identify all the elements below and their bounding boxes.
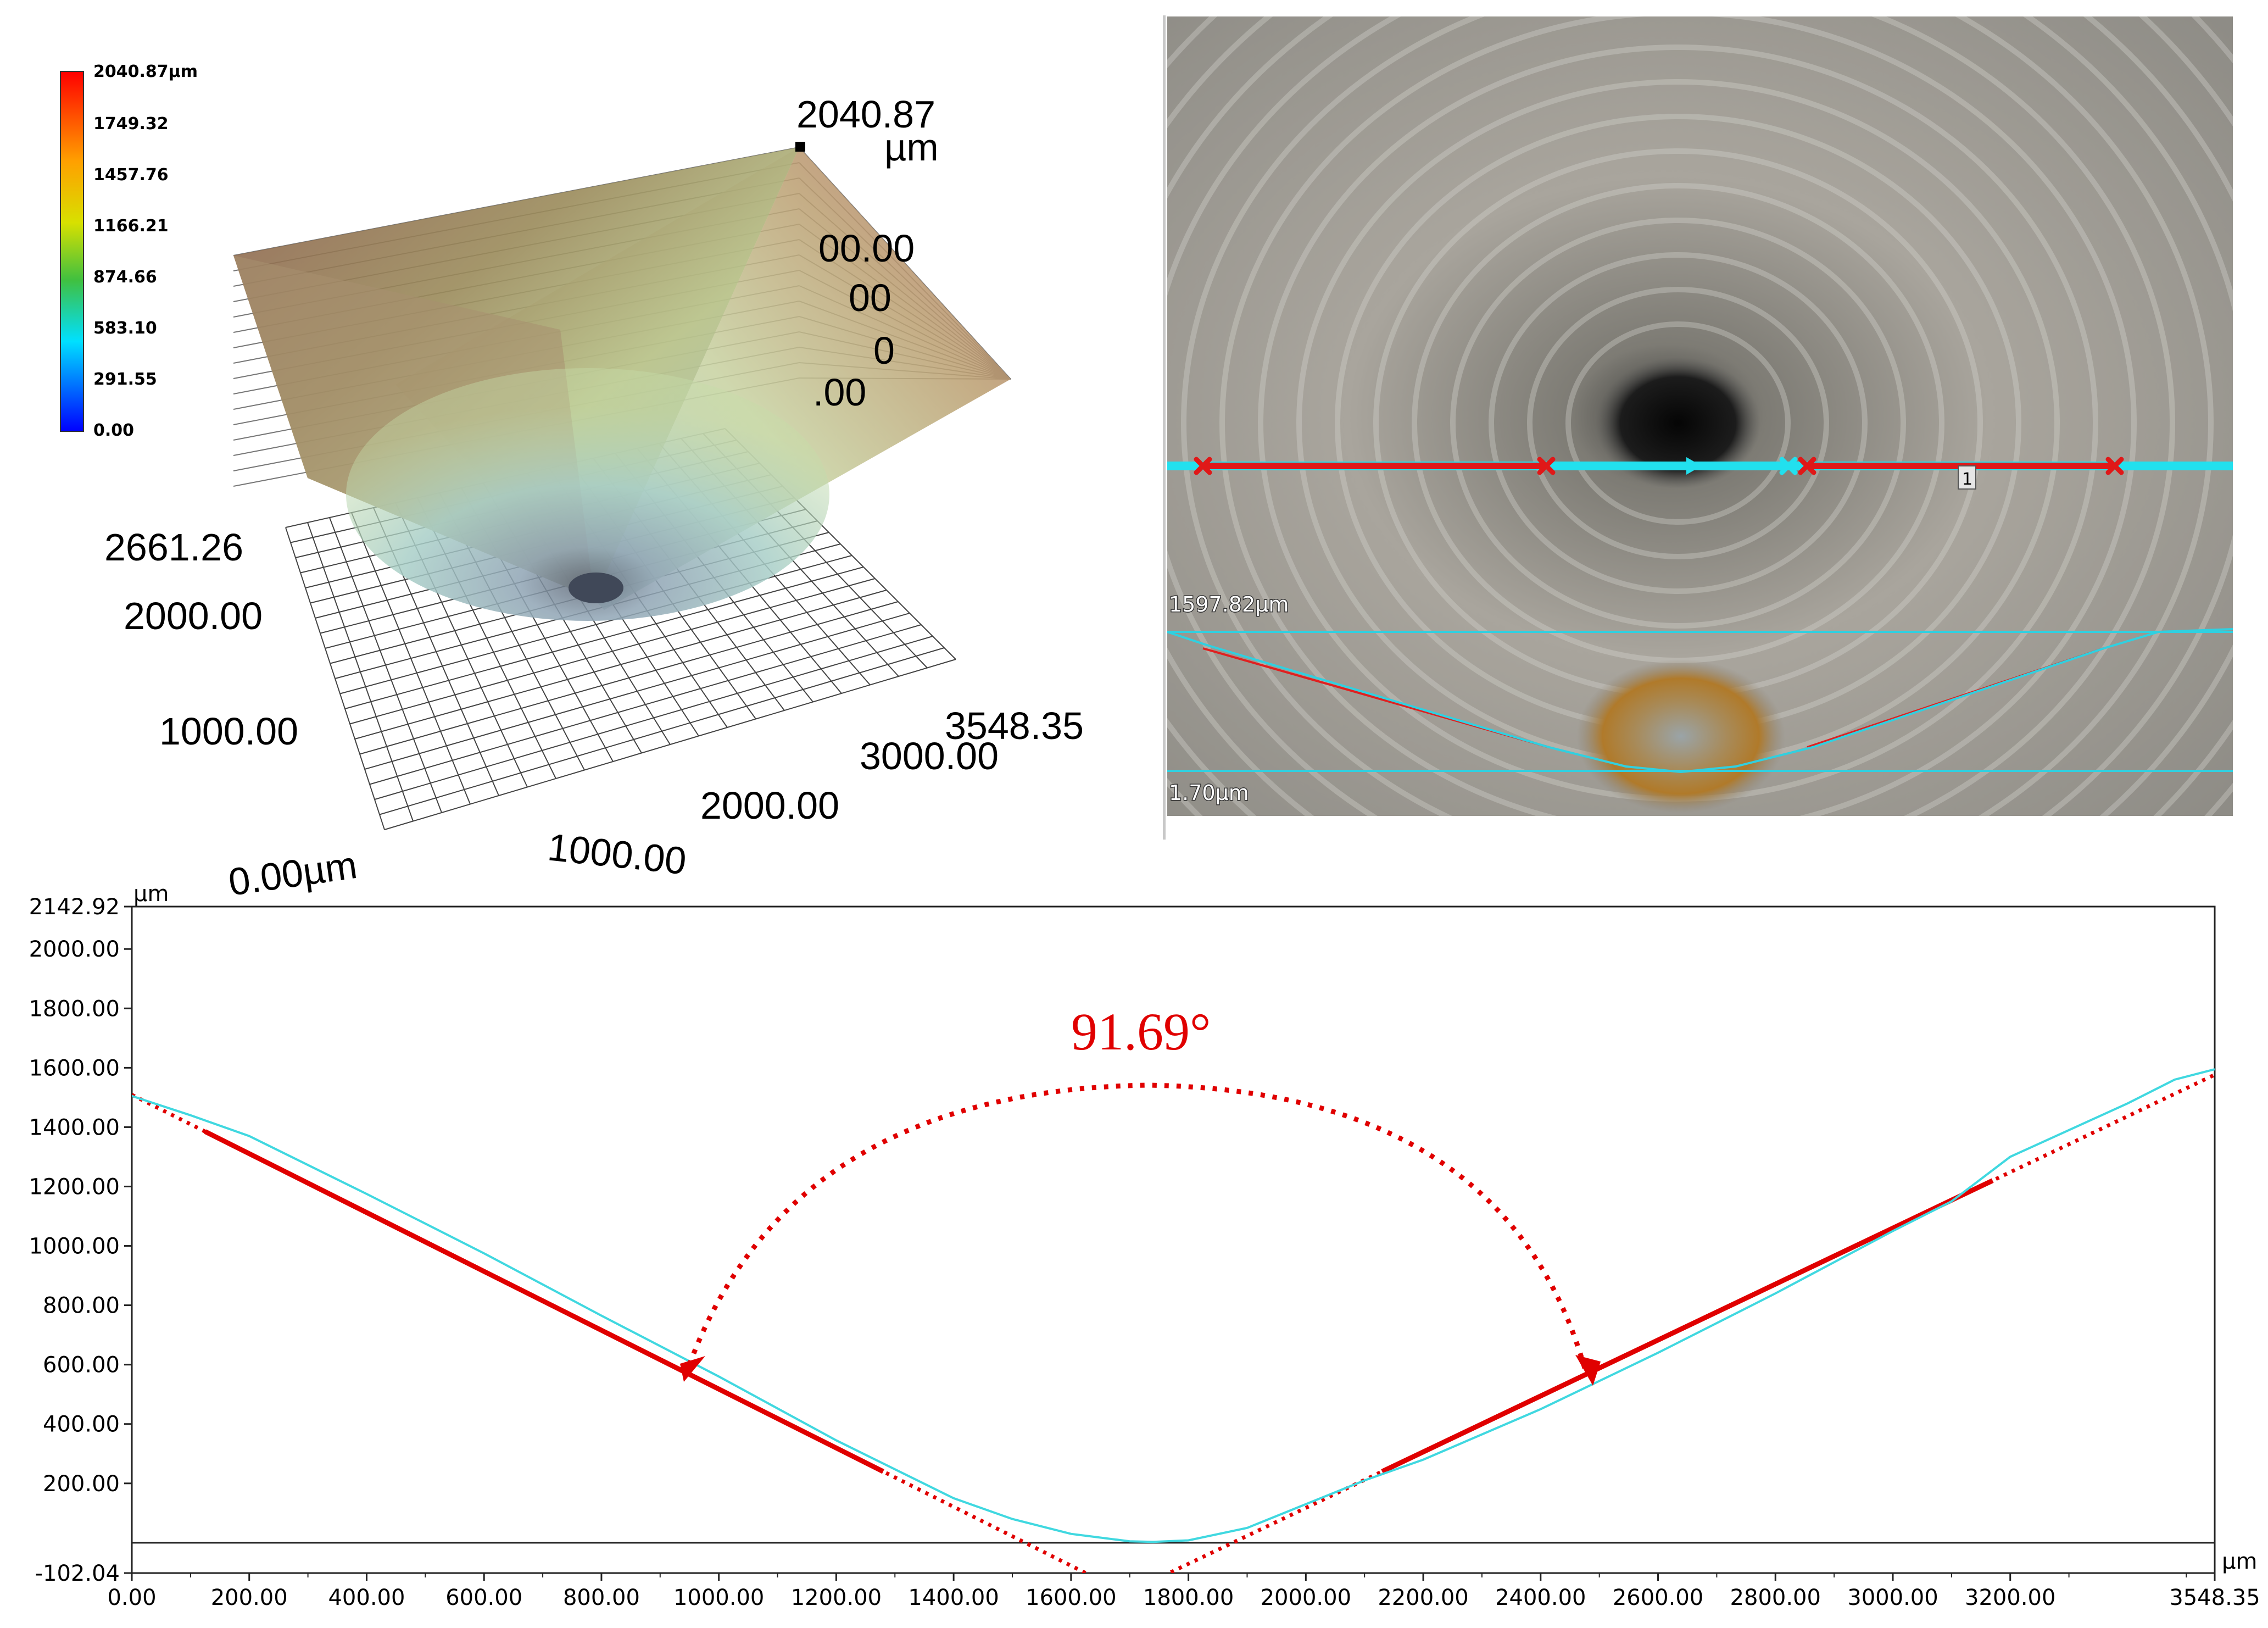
floor-grid-line xyxy=(369,624,922,785)
y-tick-label: 1200.00 xyxy=(29,1174,120,1199)
lower-level-label: 1.70µm xyxy=(1169,781,1249,805)
y-tick-label: 800.00 xyxy=(43,1293,120,1319)
z-axis-label: 00 xyxy=(849,276,891,319)
y-tick-label: 2142.92 xyxy=(29,894,120,920)
surface-bowl xyxy=(346,368,829,621)
x-tick-label: 400.00 xyxy=(328,1585,405,1610)
angle-arrow-right xyxy=(1575,1355,1601,1386)
x-tick-label: 1800.00 xyxy=(1143,1585,1234,1610)
photo-frame xyxy=(1163,15,1166,840)
photo-profile-curve xyxy=(1167,628,2233,774)
x-axis-ticks: 0.00 200.00 400.00 600.00 800.00 1000.00 1200.… xyxy=(107,1573,2260,1610)
peak-marker xyxy=(795,142,805,152)
ring xyxy=(1489,252,1868,594)
colorbar-label: 1457.76 xyxy=(93,165,169,185)
marker-label: 1 xyxy=(1962,470,1972,489)
x-axis-label: 3000.00 xyxy=(860,735,999,777)
y-tick-label: 1600.00 xyxy=(29,1055,120,1081)
y-axis-label: 1000.00 xyxy=(159,710,298,753)
floor-grid-line xyxy=(359,601,899,755)
origin-label: 0.00µm xyxy=(226,843,359,904)
x-tick-label: 0.00 xyxy=(107,1585,156,1610)
fit-lines xyxy=(132,1073,2215,1573)
marker-box xyxy=(1958,465,1976,490)
y-axis-max-label: 2661.26 xyxy=(104,526,243,569)
angle-annotation: 91.69° xyxy=(1071,1002,1211,1061)
x-axis-label: 1000.00 xyxy=(545,825,688,882)
profile-series-line xyxy=(132,1068,2215,1543)
ring xyxy=(1450,218,1906,629)
y-axis-label: 2000.00 xyxy=(124,594,263,637)
x-unit-label: µm xyxy=(2222,1549,2257,1574)
x-tick-label: 2200.00 xyxy=(1378,1585,1468,1610)
x-tick-label: 2000.00 xyxy=(1261,1585,1351,1610)
colorbar-label: 1166.21 xyxy=(93,216,169,236)
y-unit-label: µm xyxy=(133,881,169,907)
x-tick-label: 600.00 xyxy=(445,1585,522,1610)
y-tick-label: -102.04 xyxy=(35,1561,120,1586)
x-tick-label: 2600.00 xyxy=(1613,1585,1703,1610)
colorbar: 2040.87µm 1749.32 1457.76 1166.21 874.66… xyxy=(60,62,198,440)
peak-value-label: 2040.87 xyxy=(796,93,935,136)
ring xyxy=(1565,321,1791,525)
peak-unit-label: µm xyxy=(884,126,939,169)
colorbar-label: 0.00 xyxy=(93,421,134,440)
floor-grid-line xyxy=(354,590,887,740)
fit-line xyxy=(1381,1178,1994,1474)
floor-grid-line xyxy=(374,636,933,800)
center-hole xyxy=(1596,357,1760,489)
colorbar-label: 2040.87µm xyxy=(93,62,198,81)
x-tick-label: 3200.00 xyxy=(1965,1585,2055,1610)
y-tick-label: 1400.00 xyxy=(29,1115,120,1140)
x-axis-max-label: 3548.35 xyxy=(945,704,1084,747)
colorbar-label: 583.10 xyxy=(93,319,157,338)
y-axis-ticks: 2142.92 2000.00 1800.00 1600.00 1400.00 1200.… xyxy=(29,894,132,1586)
floor-grid-line xyxy=(364,613,910,770)
colorbar-label: 874.66 xyxy=(93,268,157,287)
fit-line xyxy=(204,1129,884,1474)
x-tick-label: 2400.00 xyxy=(1495,1585,1586,1610)
colorbar-gradient xyxy=(60,71,84,432)
floor-grid-line xyxy=(349,578,876,725)
y-tick-label: 1000.00 xyxy=(29,1234,120,1259)
x-tick-label: 3548.35 xyxy=(2169,1585,2260,1610)
z-axis-label: 00.00 xyxy=(818,227,915,270)
y-tick-label: 1800.00 xyxy=(29,996,120,1021)
floor-grid-line xyxy=(344,566,864,709)
y-tick-label: 200.00 xyxy=(43,1471,120,1497)
x-axis-label: 2000.00 xyxy=(700,784,839,827)
y-tick-label: 400.00 xyxy=(43,1412,120,1437)
measurement-markers xyxy=(1194,457,2124,475)
surface-mesh xyxy=(233,147,1011,621)
z-axis-label: .00 xyxy=(813,371,866,414)
x-tick-label: 1000.00 xyxy=(673,1585,764,1610)
profile-chart: 2142.92 2000.00 1800.00 1600.00 1400.00 1200.… xyxy=(29,881,2260,1610)
floor-grid-line xyxy=(379,647,945,815)
surface-3d-plot: 2040.87 µm 00.00 00 0 .00 2661.26 2000.0… xyxy=(104,93,1084,904)
x-tick-label: 3000.00 xyxy=(1847,1585,1938,1610)
microscope-image: 1 1597.82µm 1.70µm xyxy=(1167,16,2233,816)
x-tick-label: 800.00 xyxy=(563,1585,640,1610)
ring xyxy=(1181,16,2175,816)
ring xyxy=(1219,16,2137,816)
x-tick-label: 200.00 xyxy=(211,1585,288,1610)
x-tick-label: 1200.00 xyxy=(791,1585,882,1610)
angle-arrow-left xyxy=(680,1356,705,1382)
ring xyxy=(1527,287,1829,559)
x-tick-label: 2800.00 xyxy=(1730,1585,1821,1610)
ring xyxy=(1167,16,2214,816)
rust-spot xyxy=(1576,659,1785,813)
x-tick-label: 1600.00 xyxy=(1026,1585,1116,1610)
z-axis-label: 0 xyxy=(873,329,895,372)
y-tick-label: 2000.00 xyxy=(29,937,120,962)
colorbar-label: 1749.32 xyxy=(93,114,169,134)
colorbar-label: 291.55 xyxy=(93,370,157,389)
surface-pit xyxy=(569,573,623,603)
y-tick-label: 600.00 xyxy=(43,1353,120,1378)
upper-level-label: 1597.82µm xyxy=(1169,592,1289,616)
x-tick-label: 1400.00 xyxy=(908,1585,999,1610)
floor-grid-line xyxy=(384,659,956,830)
